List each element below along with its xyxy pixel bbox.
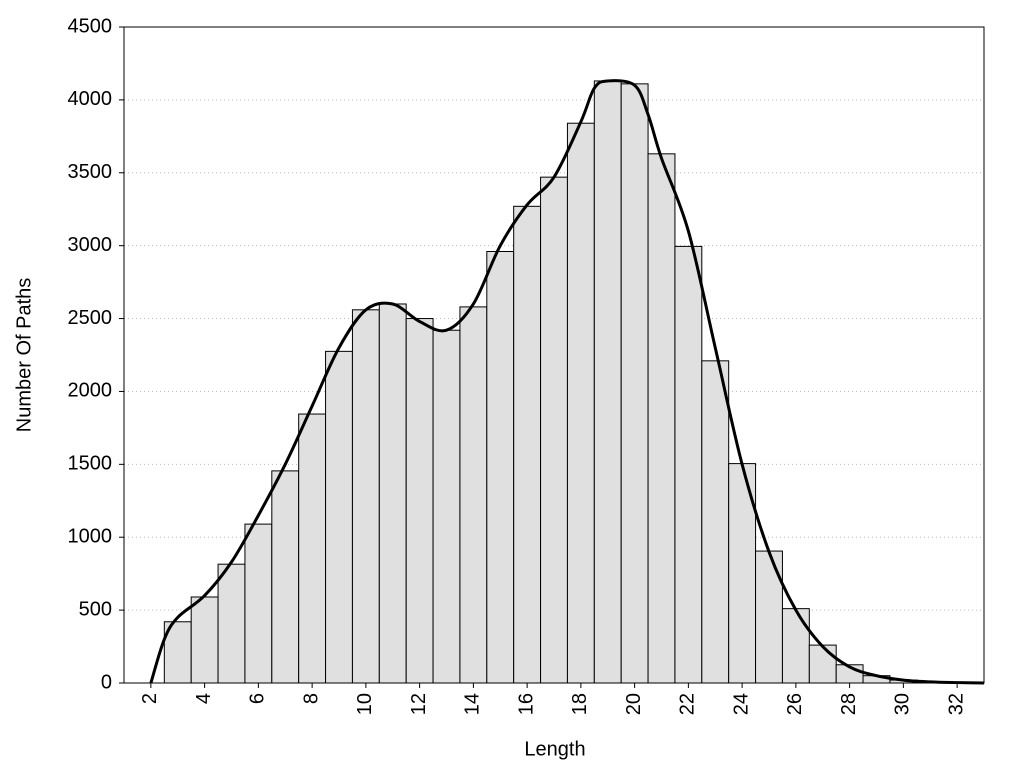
y-tick-label: 3500 [68,161,113,183]
x-tick-label: 32 [945,693,967,715]
bar [701,360,730,684]
bar [298,413,327,684]
y-tick-label: 500 [79,598,112,620]
bar [351,309,380,684]
bar [190,596,219,684]
x-tick-label: 8 [300,693,322,704]
x-tick-label: 2 [139,693,161,704]
x-tick-label: 22 [677,693,699,715]
bar [459,306,488,684]
x-tick-label: 30 [892,693,914,715]
bar [513,205,542,684]
bar [217,563,246,684]
y-tick-label: 4500 [68,15,113,37]
bar [808,644,837,684]
bar [432,329,461,684]
y-tick-label: 1000 [68,526,113,548]
bar [755,550,783,684]
y-tick-label: 0 [101,671,112,693]
x-tick-label: 18 [569,693,591,715]
bar [540,176,568,684]
y-tick-label: 1500 [68,453,113,475]
bar [620,83,649,684]
y-axis-label: Number Of Paths [13,278,35,433]
x-tick-label: 10 [354,693,376,715]
bar [647,153,676,684]
x-tick-label: 20 [623,693,645,715]
y-tick-label: 4000 [68,88,113,110]
x-tick-label: 14 [462,693,484,715]
bar [781,608,810,684]
bar [486,250,515,684]
x-tick-label: 16 [515,693,537,715]
x-tick-label: 4 [193,693,215,704]
bar [378,303,407,684]
bar [674,245,703,684]
x-tick-label: 12 [408,693,430,715]
bar [405,318,434,684]
y-tick-label: 2500 [68,307,113,329]
y-tick-label: 2000 [68,380,113,402]
y-tick-label: 3000 [68,234,113,256]
bar [325,350,353,684]
bar [244,523,273,684]
x-tick-label: 6 [247,693,269,704]
x-tick-label: 24 [730,693,752,715]
density-curve [149,79,985,685]
x-axis-label: Length [524,738,585,760]
plot-frame [123,26,985,684]
x-tick-label: 26 [784,693,806,715]
bar [566,122,595,684]
x-tick-label: 28 [838,693,860,715]
bar [271,470,300,684]
bar [593,80,622,684]
